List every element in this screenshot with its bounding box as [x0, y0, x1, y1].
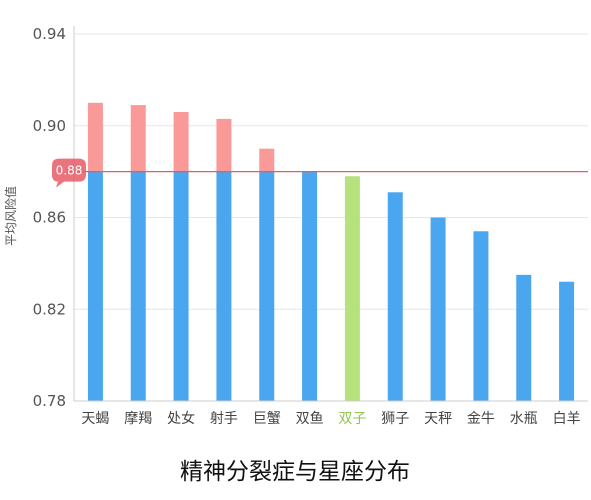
bar: [430, 217, 446, 401]
x-tick-label: 双子: [338, 411, 366, 427]
y-tick-label: 0.94: [33, 25, 66, 43]
x-tick-label: 天蝎: [81, 411, 109, 427]
grid-layer: [74, 33, 588, 402]
x-tick-label: 天秤: [424, 411, 452, 427]
bar: [259, 171, 275, 401]
bar: [559, 281, 575, 401]
bar: [387, 192, 403, 401]
y-tick-label: 0.86: [33, 209, 66, 227]
x-tick-labels: 天蝎 摩羯 处女 射手 巨蟹 双鱼 双子 狮子 天秤 金牛 水瓶 白羊: [81, 410, 580, 427]
bar-above-reference: [87, 102, 103, 172]
x-tick-label: 金牛: [467, 411, 495, 427]
x-tick-label: 处女: [167, 410, 195, 427]
reference-marker: 0.88: [52, 158, 86, 188]
y-axis-label: 平均风险值: [3, 186, 18, 246]
y-tick-label: 0.90: [33, 117, 66, 135]
chart-title: 精神分裂症与星座分布: [180, 459, 410, 485]
x-tick-label: 巨蟹: [253, 411, 281, 427]
x-tick-label: 水瓶: [510, 411, 538, 427]
y-tick-label: 0.78: [33, 392, 66, 410]
bar-highlight: [344, 176, 360, 401]
reference-marker-bubble: [52, 158, 86, 188]
bar: [302, 171, 318, 401]
bars-layer: [87, 102, 575, 401]
bar: [516, 274, 532, 401]
y-tick-labels: 0.78 0.82 0.86 0.90 0.94: [33, 25, 66, 410]
bar: [130, 171, 146, 401]
bar-above-reference: [173, 111, 189, 172]
bar-above-reference: [216, 118, 232, 172]
bar: [87, 171, 103, 401]
bar-above-reference: [259, 148, 275, 172]
x-tick-label: 双鱼: [296, 410, 324, 427]
x-tick-label: 狮子: [381, 411, 409, 427]
y-tick-label: 0.82: [33, 300, 66, 318]
x-tick-label: 摩羯: [124, 410, 152, 427]
x-tick-label: 射手: [210, 411, 238, 427]
bar: [473, 231, 489, 401]
bar-above-reference: [130, 105, 146, 172]
x-tick-label: 白羊: [553, 411, 581, 427]
bar: [173, 171, 189, 401]
bar: [216, 171, 232, 401]
reference-marker-label: 0.88: [56, 164, 83, 178]
